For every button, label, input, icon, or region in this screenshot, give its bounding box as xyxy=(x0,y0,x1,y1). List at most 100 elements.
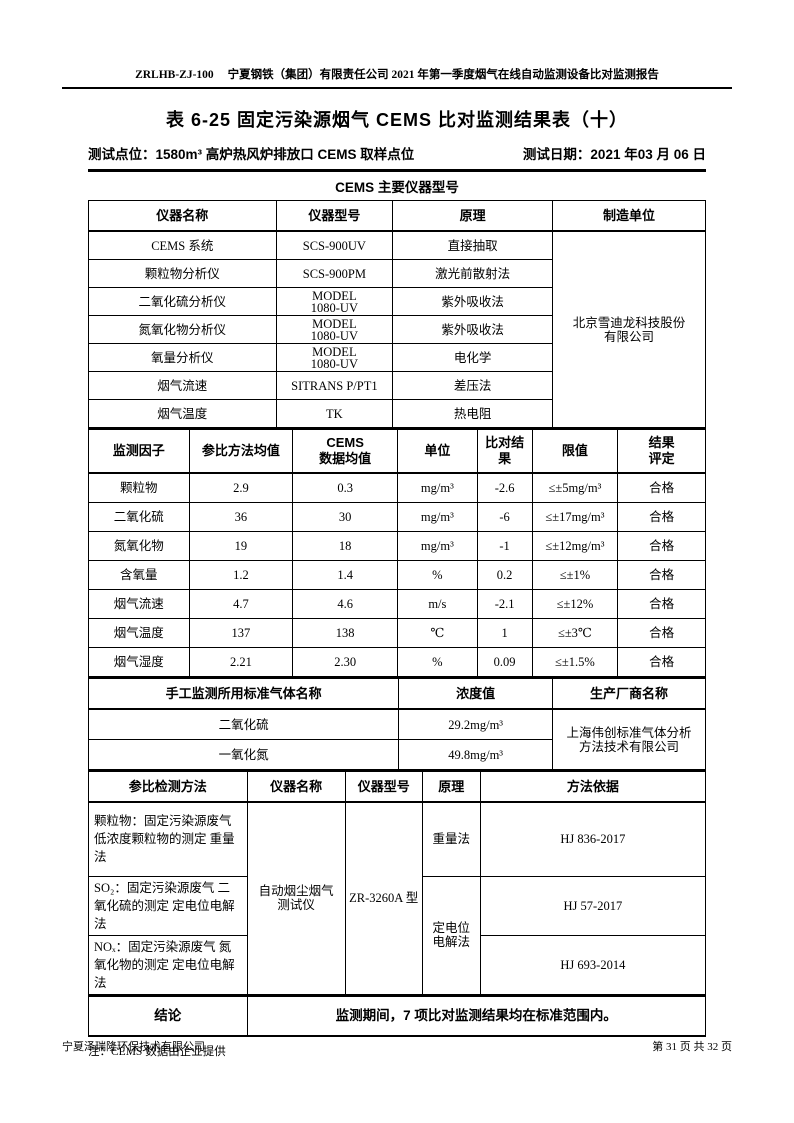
table-cell: 18 xyxy=(292,531,399,561)
col-principle: 原理 xyxy=(392,200,553,232)
footer-page-number: 第 31 页 共 32 页 xyxy=(652,1041,732,1053)
page-footer: 宁夏泽瑞隆环保技术有限公司 第 31 页 共 32 页 xyxy=(62,1038,732,1054)
table-cell: 49.8mg/m³ xyxy=(398,739,553,770)
table-cell: 含氧量 xyxy=(88,560,190,590)
table-cell: -6 xyxy=(476,502,533,532)
instruments-table: 仪器名称 仪器型号 原理 制造单位 CEMS 系统 SCS-900UV 直接抽取… xyxy=(88,200,707,428)
ref-instrument-model-cell: ZR-3260A 型 xyxy=(344,801,423,995)
table-cell: 烟气湿度 xyxy=(88,647,190,677)
table-cell: MODEL 1080-UV xyxy=(275,287,394,316)
table-cell: HJ 57-2017 xyxy=(479,875,707,936)
col-unit: 单位 xyxy=(397,428,478,474)
table-cell: -2.6 xyxy=(476,472,533,503)
conclusion-text: 监测期间，7 项比对监测结果均在标准范围内。 xyxy=(246,995,707,1036)
table-cell: 1.2 xyxy=(188,560,294,590)
table-cell: SCS-900UV xyxy=(275,230,394,260)
test-meta-row: 测试点位：1580m³ 高炉热风炉排放口 CEMS 取样点位 测试日期：2021… xyxy=(88,143,706,172)
conclusion-row: 结论 监测期间，7 项比对监测结果均在标准范围内。 xyxy=(88,995,707,1036)
table-cell: ≤±1% xyxy=(531,560,619,590)
table-cell: 烟气流速 xyxy=(88,371,277,400)
reference-methods-header-row: 参比检测方法 仪器名称 仪器型号 原理 方法依据 xyxy=(88,770,707,803)
col-cems-mean: CEMS 数据均值 xyxy=(292,428,399,474)
gas-manufacturer-cell: 上海伟创标准气体分析 方法技术有限公司 xyxy=(551,708,707,770)
table-row: 烟气湿度 2.21 2.30% 0.09 ≤±1.5% 合格 xyxy=(88,647,706,677)
conclusion-label: 结论 xyxy=(88,995,248,1036)
table-cell: 合格 xyxy=(617,502,706,532)
col-ref-principle: 原理 xyxy=(421,770,481,803)
col-limit: 限值 xyxy=(531,428,619,474)
table-row: 烟气温度 TK 热电阻 xyxy=(88,399,706,428)
table-cell: 4.7 xyxy=(188,589,294,619)
comparison-header-row: 监测因子 参比方法均值 CEMS 数据均值 单位 比对结 果 限值 结果 评定 xyxy=(88,428,706,474)
table-cell: 合格 xyxy=(617,647,706,677)
col-concentration: 浓度值 xyxy=(398,677,553,710)
table-cell: 1 xyxy=(476,618,533,648)
table-row: 二氧化硫 29.2mg/m³ 上海伟创标准气体分析 方法技术有限公司 xyxy=(87,708,707,770)
table-cell: 2.9 xyxy=(188,472,294,503)
table-cell: 29.2mg/m³ xyxy=(398,708,553,740)
col-instrument-model: 仪器型号 xyxy=(275,200,394,232)
table-cell: 颗粒物 xyxy=(88,472,190,503)
table-cell: SO₂：固定污染源废气 二氧化硫的测定 定电位电解法 xyxy=(88,875,248,936)
table-row: 烟气流速 SITRANS P/PT1 差压法 xyxy=(88,371,706,400)
table-cell: 合格 xyxy=(617,560,706,590)
table-cell: 电化学 xyxy=(392,343,553,372)
table-cell: 0.3 xyxy=(292,472,399,503)
table-cell: 烟气温度 xyxy=(88,618,190,648)
table-cell: 36 xyxy=(188,502,294,532)
table-cell: 颗粒物分析仪 xyxy=(88,259,277,288)
table-cell: MODEL 1080-UV xyxy=(275,315,394,344)
standard-gas-header-row: 手工监测所用标准气体名称 浓度值 生产厂商名称 xyxy=(87,677,707,710)
table-cell: SCS-900PM xyxy=(275,259,394,288)
table-cell: 0.2 xyxy=(476,560,533,590)
table-cell: 差压法 xyxy=(392,371,553,400)
table-cell: 烟气温度 xyxy=(88,399,277,428)
footer-company: 宁夏泽瑞隆环保技术有限公司 xyxy=(62,1041,205,1053)
table-block: 测试点位：1580m³ 高炉热风炉排放口 CEMS 取样点位 测试日期：2021… xyxy=(87,143,707,1059)
col-factor: 监测因子 xyxy=(88,428,190,474)
col-gas-manufacturer: 生产厂商名称 xyxy=(551,677,707,710)
instruments-table-caption: CEMS 主要仪器型号 xyxy=(335,180,459,195)
table-cell: 2.30 xyxy=(292,647,399,677)
table-cell: m/s xyxy=(397,589,478,619)
comparison-table: 监测因子 参比方法均值 CEMS 数据均值 单位 比对结 果 限值 结果 评定 … xyxy=(88,428,706,677)
table-cell: 19 xyxy=(188,531,294,561)
table-cell: 氮氧化物分析仪 xyxy=(88,315,277,344)
reference-methods-table: 参比检测方法 仪器名称 仪器型号 原理 方法依据 颗粒物：固定污染源废气 低浓度… xyxy=(88,770,707,995)
conclusion-table: 结论 监测期间，7 项比对监测结果均在标准范围内。 xyxy=(88,994,707,1037)
col-gas-name: 手工监测所用标准气体名称 xyxy=(87,677,400,710)
col-ref-instrument-name: 仪器名称 xyxy=(246,770,346,803)
document-code: ZRLHB-ZJ-100 xyxy=(135,69,214,81)
table-cell: % xyxy=(397,560,478,590)
table-cell: 重量法 xyxy=(421,801,481,877)
test-date-label: 测试日期： xyxy=(522,147,591,162)
col-assessment: 结果 评定 xyxy=(617,428,706,474)
table-cell: ≤±17mg/m³ xyxy=(531,502,619,532)
instruments-header-row: 仪器名称 仪器型号 原理 制造单位 xyxy=(88,200,707,232)
test-point-value: 1580m³ 高炉热风炉排放口 CEMS 取样点位 xyxy=(155,147,415,162)
table-cell: 热电阻 xyxy=(392,399,553,428)
col-method-basis: 方法依据 xyxy=(479,770,707,803)
table-cell: 137 xyxy=(188,618,294,648)
ref-instrument-name-cell: 自动烟尘烟气 测试仪 xyxy=(246,801,346,995)
col-instrument-name: 仪器名称 xyxy=(88,200,277,232)
table-cell: ≤±12mg/m³ xyxy=(531,531,619,561)
table-cell: % xyxy=(397,647,478,677)
table-cell: HJ 693-2014 xyxy=(479,934,707,995)
table-cell: 一氧化氮 xyxy=(87,739,400,770)
table-cell: ≤±5mg/m³ xyxy=(531,472,619,503)
table-cell: 氧量分析仪 xyxy=(88,343,277,372)
table-cell: 1.4 xyxy=(292,560,399,590)
table-row: CEMS 系统 SCS-900UV 直接抽取 北京雪迪龙科技股份 有限公司 xyxy=(88,230,707,428)
table-cell: ≤±12% xyxy=(531,589,619,619)
table-cell: 30 xyxy=(292,502,399,532)
table-row: 二氧化硫 36 30 mg/m³ -6 ≤±17mg/m³ 合格 xyxy=(88,502,706,532)
table-cell: -2.1 xyxy=(476,589,533,619)
table-cell: MODEL 1080-UV xyxy=(275,343,394,372)
manufacturer-cell: 北京雪迪龙科技股份 有限公司 xyxy=(551,230,707,428)
table-cell: 激光前散射法 xyxy=(392,259,553,288)
table-cell: 烟气流速 xyxy=(88,589,190,619)
table-cell: NOₓ：固定污染源废气 氮氧化物的测定 定电位电解法 xyxy=(88,934,248,995)
document-report-title: 宁夏钢铁（集团）有限责任公司 2021 年第一季度烟气在线自动监测设备比对监测报… xyxy=(227,69,659,81)
